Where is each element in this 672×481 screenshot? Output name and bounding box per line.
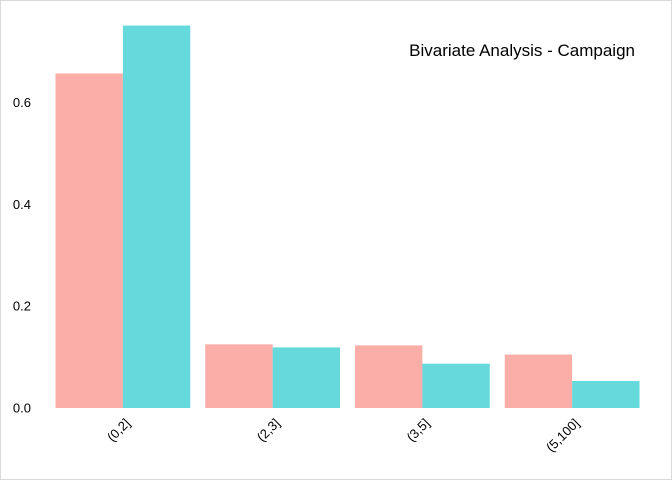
bar-2-3 <box>422 363 490 408</box>
bar-2-2 <box>272 347 341 408</box>
bar-1-4 <box>504 354 573 408</box>
bar-2-1 <box>122 25 191 409</box>
bar-2-4 <box>572 381 640 408</box>
chart-title: Bivariate Analysis - Campaign <box>409 41 635 60</box>
y-tick-label: 0.0 <box>13 401 31 416</box>
bar-1-1 <box>55 73 123 408</box>
x-tick-label: (2,3] <box>254 416 283 445</box>
x-tick-label: (0,2] <box>104 416 133 445</box>
bar-1-2 <box>205 344 273 408</box>
y-tick-label: 0.4 <box>13 197 31 212</box>
y-tick-label: 0.2 <box>13 299 31 314</box>
y-tick-label: 0.6 <box>13 95 31 110</box>
x-axis-tick-labels: (0,2] (2,3] (3,5] (5,100] <box>104 416 582 455</box>
x-tick-label: (5,100] <box>543 416 582 455</box>
y-axis-tick-labels: 0.0 0.2 0.4 0.6 <box>13 95 31 416</box>
x-tick-label: (3,5] <box>403 416 432 445</box>
bars-layer <box>55 25 640 409</box>
bar-1-3 <box>354 345 423 408</box>
